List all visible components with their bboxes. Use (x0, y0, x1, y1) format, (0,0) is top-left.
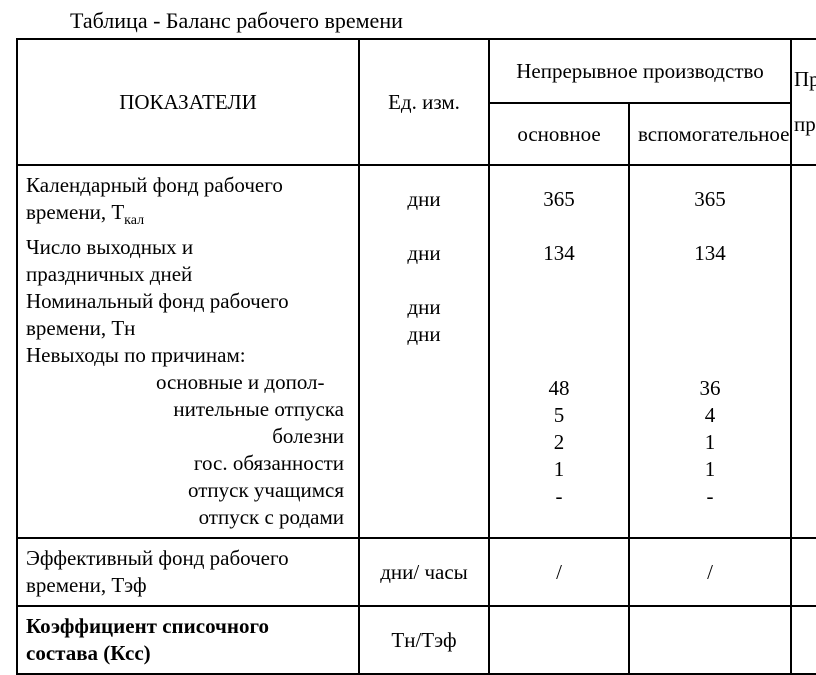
header-row-1: ПОКАЗАТЕЛИ Ед. изм. Непрерывное производ… (17, 39, 816, 103)
header-unit: Ед. изм. (359, 39, 489, 165)
balance-table: ПОКАЗАТЕЛИ Ед. изм. Непрерывное производ… (16, 38, 816, 675)
eff-unit: дни/ часы (359, 538, 489, 606)
header-continuous: Непрерывное производство (489, 39, 791, 103)
aux-cell: 365 134 36 4 1 1 - (629, 165, 791, 538)
kss-aux (629, 606, 791, 674)
indicators-cell: Календарный фонд рабочего времени, Ткал … (17, 165, 359, 538)
eff-label: Эффективный фонд рабочего времени, Тэф (17, 538, 359, 606)
kss-unit: Тн/Тэф (359, 606, 489, 674)
eff-main: / (489, 538, 629, 606)
header-cutoff: Пр пр (791, 39, 816, 165)
cutoff-body (791, 165, 816, 538)
header-aux: вспомогательное (629, 103, 791, 165)
table-title: Таблица - Баланс рабочего времени (70, 8, 816, 34)
body-row: Календарный фонд рабочего времени, Ткал … (17, 165, 816, 538)
cutoff-eff (791, 538, 816, 606)
eff-row: Эффективный фонд рабочего времени, Тэф д… (17, 538, 816, 606)
kss-row: Коэффициент списочного состава (Ксс) Тн/… (17, 606, 816, 674)
unit-cell: дни дни дни дни (359, 165, 489, 538)
cutoff-kss (791, 606, 816, 674)
header-indicators: ПОКАЗАТЕЛИ (17, 39, 359, 165)
header-main: основное (489, 103, 629, 165)
eff-aux: / (629, 538, 791, 606)
kss-main (489, 606, 629, 674)
main-cell: 365 134 48 5 2 1 - (489, 165, 629, 538)
kss-label: Коэффициент списочного состава (Ксс) (17, 606, 359, 674)
